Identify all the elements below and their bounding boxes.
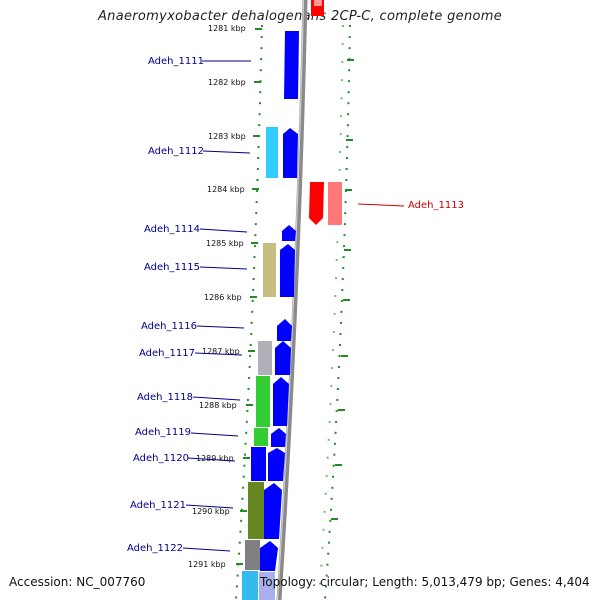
cog-box xyxy=(251,447,266,481)
tick-label: 1282 kbp xyxy=(208,78,246,87)
tick-label: 1285 kbp xyxy=(206,239,244,248)
gene-label: Adeh_1114 xyxy=(144,224,200,235)
map-title: Anaeromyxobacter dehalogenans 2CP-C, com… xyxy=(97,9,503,24)
tick-label: 1288 kbp xyxy=(199,401,237,410)
gene-label: Adeh_1116 xyxy=(141,321,197,332)
reverse-genes xyxy=(309,0,342,225)
accession-text: Accession: NC_007760 xyxy=(9,575,146,589)
cog-box xyxy=(328,182,342,225)
cog-box xyxy=(256,376,270,427)
gene-arrow-adeh-1114 xyxy=(282,225,296,241)
gene-label: Adeh_1113 xyxy=(408,200,464,211)
tick-label: 1290 kbp xyxy=(192,507,230,516)
gene-label: Adeh_1120 xyxy=(133,453,189,464)
gene-arrow-adeh-1117 xyxy=(275,341,291,375)
tick-label: 1286 kbp xyxy=(204,293,242,302)
gene-arrow-adeh-1116 xyxy=(277,319,292,341)
right-dotted-guide-b xyxy=(318,24,344,600)
tick-label: 1291 kbp xyxy=(188,560,226,569)
cog-box xyxy=(254,428,268,446)
cog-box xyxy=(266,127,278,178)
tick-label: 1281 kbp xyxy=(208,24,246,33)
gene-arrow-adeh-1115 xyxy=(280,244,295,297)
gene-arrow-adeh-1119 xyxy=(271,428,286,447)
tick-label: 1283 kbp xyxy=(208,132,246,141)
tick-labels: 1281 kbp 1282 kbp 1283 kbp 1284 kbp 1285… xyxy=(188,24,246,569)
gene-label: Adeh_1118 xyxy=(137,392,193,403)
gene-arrow-adeh-1118 xyxy=(273,377,289,426)
topology-text: Topology: circular; Length: 5,013,479 bp… xyxy=(260,575,590,589)
gene-arrow-adeh-1112 xyxy=(283,128,298,178)
cog-box xyxy=(258,341,272,375)
tick-label: 1289 kbp xyxy=(196,454,234,463)
right-dotted-guide-a xyxy=(324,24,351,600)
gene-arrow-adeh-1113 xyxy=(309,182,324,225)
cog-box xyxy=(248,482,264,539)
gene-label: Adeh_1119 xyxy=(135,427,191,438)
tick-label: 1287 kbp xyxy=(202,347,240,356)
cog-box xyxy=(263,243,276,297)
gene-label: Adeh_1117 xyxy=(139,348,195,359)
genome-backbone xyxy=(276,0,308,600)
cog-boxes xyxy=(242,127,278,600)
gene-label: Adeh_1112 xyxy=(148,146,204,157)
gene-labels: Adeh_1111 Adeh_1112 Adeh_1113 Adeh_1114 … xyxy=(127,56,464,554)
forward-genes xyxy=(259,31,299,600)
tick-label: 1284 kbp xyxy=(207,185,245,194)
gene-label: Adeh_1122 xyxy=(127,543,183,554)
gene-arrow-adeh-1121 xyxy=(264,483,282,539)
cog-box xyxy=(242,571,258,600)
cog-box xyxy=(245,540,260,570)
gene-label: Adeh_1121 xyxy=(130,500,186,511)
gene-arrow-adeh-1111 xyxy=(284,31,299,99)
tick-marks xyxy=(236,28,354,565)
gene-arrow-adeh-1120 xyxy=(268,448,285,481)
gene-label: Adeh_1111 xyxy=(148,56,204,67)
gene-label: Adeh_1115 xyxy=(144,262,200,273)
gene-arrow-adeh-1122 xyxy=(260,541,278,571)
